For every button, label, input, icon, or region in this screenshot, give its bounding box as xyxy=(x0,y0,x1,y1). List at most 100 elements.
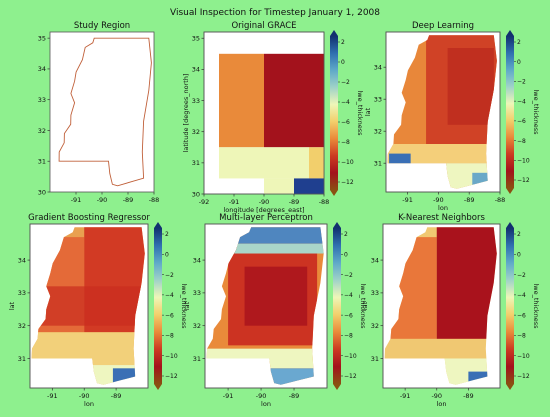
panel-mlp-area xyxy=(204,223,328,389)
colorbar-tick-label: −6 xyxy=(341,119,350,126)
y-tick-label: 34 xyxy=(38,65,46,73)
y-tick-label: 30 xyxy=(192,190,200,198)
y-tick-label: 31 xyxy=(38,158,46,166)
x-tick-label: -91 xyxy=(47,392,58,400)
colorbar-tick-label: −2 xyxy=(341,79,350,86)
panel-title-mlp: Multi-layer Perceptron xyxy=(219,213,313,223)
panel-knn-area xyxy=(382,223,501,389)
panel-title-grace: Original GRACE xyxy=(231,21,296,31)
colorbar-tick-label: −4 xyxy=(165,292,174,299)
x-tick-label: -92 xyxy=(199,198,210,206)
colorbar-tick-label: 2 xyxy=(344,231,348,238)
x-tick-label: -90 xyxy=(431,392,442,400)
colorbar-tick-label: −6 xyxy=(517,118,526,125)
colorbar-tick-label: 0 xyxy=(517,59,521,66)
x-tick-label: -91 xyxy=(400,392,411,400)
y-tick-label: 32 xyxy=(192,128,200,136)
colorbar-tick-label: −8 xyxy=(165,333,174,340)
field-north-teal xyxy=(206,243,324,254)
field-south xyxy=(387,144,497,164)
x-tick-label: -90 xyxy=(259,198,270,206)
x-tick-label: -89 xyxy=(111,392,122,400)
panel-knn: K-Nearest Neighbors -91 -90 -89 31 32 33 34 lon l… xyxy=(361,213,485,408)
y-tick-label: 31 xyxy=(374,160,382,168)
y-tick-label: 31 xyxy=(18,355,26,363)
colorbar-tick-label: −12 xyxy=(165,373,178,380)
colorbar-tick-label: −6 xyxy=(165,312,174,319)
colorbar-label: lwe_thickness xyxy=(532,283,540,329)
grid-cell xyxy=(219,53,264,148)
panel-study: Study Region -91 -90 -89 -88 30 31 32 33 34 35 xyxy=(38,21,160,204)
y-tick-label: 35 xyxy=(192,35,200,43)
plot-frame xyxy=(385,31,501,193)
grid-cell xyxy=(264,147,309,179)
y-axis-label: lat xyxy=(183,301,191,310)
plot-area xyxy=(49,31,155,193)
colorbar-bottom-extend xyxy=(330,190,338,196)
colorbar-tick-label: −10 xyxy=(517,157,530,164)
colorbar-label: lwe_thickness xyxy=(359,283,367,329)
y-tick-label: 31 xyxy=(193,355,201,363)
y-tick-label: 32 xyxy=(18,322,26,330)
plot-frame xyxy=(204,223,328,389)
colorbar-tick-label: −10 xyxy=(341,159,354,166)
colorbar-tick-label: 0 xyxy=(517,251,521,258)
x-tick-label: -90 xyxy=(256,392,267,400)
panel-mlp: Multi-layer Perceptron -91 -90 -89 31 32 33 34 l… xyxy=(183,213,313,408)
colorbar-tick-label: −4 xyxy=(344,292,353,299)
figure-title: Visual Inspection for Timestep January 1… xyxy=(170,8,380,18)
colorbar-tick-label: −8 xyxy=(344,333,353,340)
colorbar-tick-label: 2 xyxy=(341,39,345,46)
y-tick-label: 32 xyxy=(193,322,201,330)
grid-cell xyxy=(264,178,294,194)
y-tick-label: 33 xyxy=(193,289,201,297)
x-tick-label: -90 xyxy=(97,196,108,204)
y-tick-label: 34 xyxy=(18,256,26,264)
y-axis-label: lat xyxy=(361,301,369,310)
colorbar-bar xyxy=(330,36,338,190)
colorbar-gbr: 2 0 −2 −4 −6 −8 −10 −12 lwe_thickness xyxy=(154,222,188,390)
colorbar-tick-label: −2 xyxy=(517,272,526,279)
colorbar-bar xyxy=(333,228,341,384)
grid-cell xyxy=(264,53,324,148)
y-tick-label: 33 xyxy=(374,96,382,104)
y-axis-label: lat xyxy=(8,301,16,310)
panel-title-dl: Deep Learning xyxy=(412,21,474,31)
state-outline xyxy=(58,37,152,187)
plot-frame xyxy=(382,223,501,389)
panel-dl-area xyxy=(385,31,501,193)
colorbar-tick-label: −12 xyxy=(517,373,530,380)
colorbar-bottom-extend xyxy=(506,188,514,194)
x-tick-label: -89 xyxy=(464,196,475,204)
x-tick-label: -88 xyxy=(149,196,160,204)
y-tick-label: 32 xyxy=(38,127,46,135)
colorbar-label: lwe_thickness xyxy=(532,89,540,135)
y-tick-label: 34 xyxy=(193,256,201,264)
colorbar-tick-label: −12 xyxy=(517,177,530,184)
x-tick-label: -90 xyxy=(433,196,444,204)
colorbar-tick-label: −2 xyxy=(165,272,174,279)
colorbar-top-extend xyxy=(333,222,341,228)
colorbar-top-extend xyxy=(330,30,338,36)
x-axis-label: lon xyxy=(437,400,447,408)
colorbar-tick-label: −12 xyxy=(341,179,354,186)
panel-title-study: Study Region xyxy=(74,21,130,31)
y-axis-label: latitude [degrees_north] xyxy=(182,74,190,153)
colorbar-mlp: 2 0 −2 −4 −6 −8 −10 −12 lwe_thickness xyxy=(333,222,367,390)
colorbar-top-extend xyxy=(506,30,514,36)
x-tick-label: -91 xyxy=(223,392,234,400)
x-tick-label: -91 xyxy=(229,198,240,206)
y-tick-label: 34 xyxy=(371,256,379,264)
colorbar-tick-label: 0 xyxy=(165,251,169,258)
colorbar-dl: 2 0 −2 −4 −6 −8 −10 −12 lwe_thickness xyxy=(506,30,540,194)
y-tick-label: 32 xyxy=(371,322,379,330)
colorbar-tick-label: −4 xyxy=(517,98,526,105)
x-axis-label: lon xyxy=(438,204,448,212)
panel-title-gbr: Gradient Boosting Regressor xyxy=(28,213,150,223)
colorbar-tick-label: −6 xyxy=(517,312,526,319)
x-tick-label: -89 xyxy=(289,198,300,206)
colorbar-tick-label: −10 xyxy=(344,353,357,360)
colorbar-tick-label: 0 xyxy=(344,251,348,258)
colorbar-bottom-extend xyxy=(154,384,162,390)
